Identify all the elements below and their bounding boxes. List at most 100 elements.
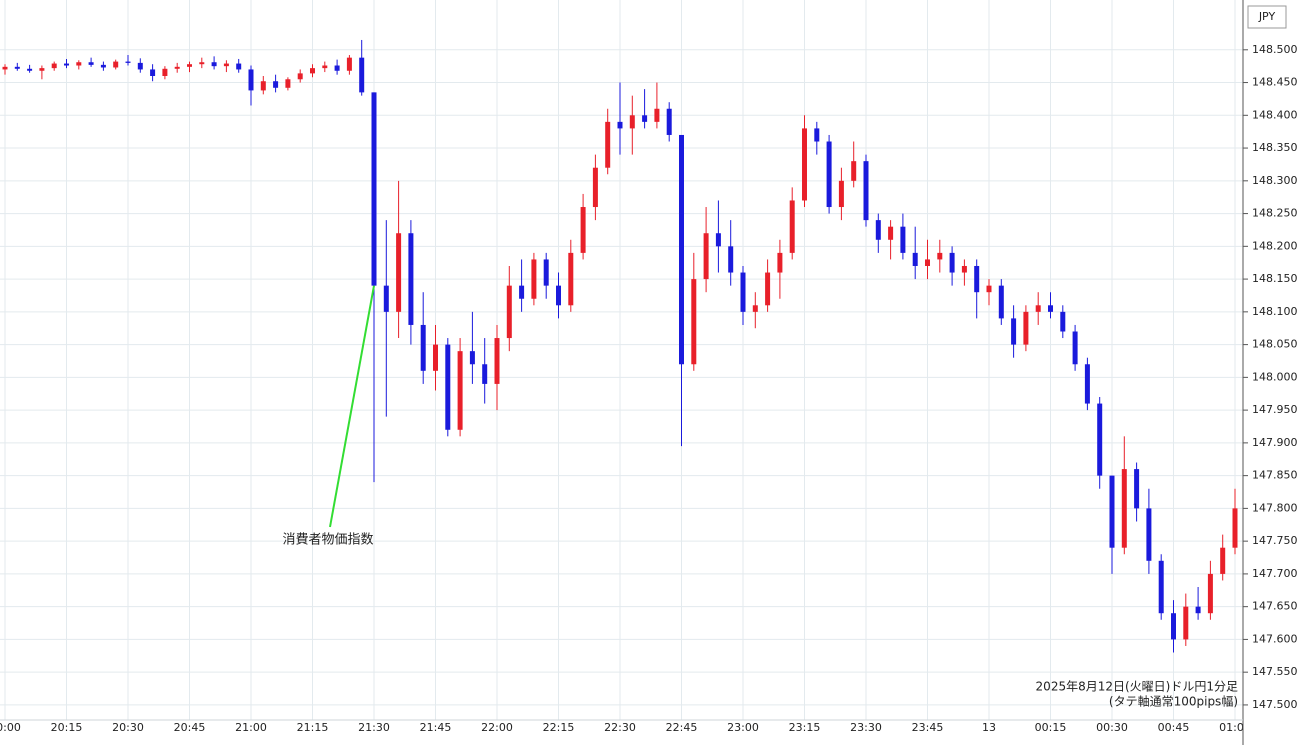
x-tick-label: 22:00 — [481, 721, 513, 734]
candle-body — [408, 233, 414, 325]
y-tick-label: 148.200 — [1252, 239, 1298, 252]
candle-body — [802, 128, 807, 201]
candle-body — [1048, 305, 1053, 312]
x-tick-label: 23:45 — [912, 721, 944, 734]
candle-body — [420, 324, 426, 371]
candle-body — [691, 279, 697, 365]
candle-body — [297, 73, 303, 80]
currency-label: JPY — [1258, 10, 1276, 23]
candle-body — [2, 66, 8, 70]
y-tick-label: 148.350 — [1252, 141, 1298, 154]
y-tick-label: 148.050 — [1252, 338, 1298, 351]
candle-body — [605, 121, 611, 168]
candle-body — [482, 364, 488, 384]
y-tick-label: 147.650 — [1252, 600, 1298, 613]
candle-body — [457, 351, 463, 430]
candle-body — [1171, 613, 1176, 640]
annotation-label: 消費者物価指数 — [282, 533, 373, 548]
candle-body — [666, 108, 672, 135]
candle-body — [715, 233, 721, 247]
y-tick-label: 147.900 — [1252, 436, 1298, 449]
candle-body — [888, 226, 894, 240]
y-tick-label: 147.500 — [1252, 698, 1298, 711]
candle-body — [617, 121, 623, 129]
candle-body — [937, 252, 943, 260]
candle-body — [752, 305, 758, 312]
candle-body — [211, 62, 217, 67]
x-tick-label: 22:45 — [666, 721, 698, 734]
candle-body — [150, 69, 156, 76]
candle-body — [703, 233, 709, 280]
candle-body — [1035, 305, 1041, 312]
candle-body — [740, 272, 746, 312]
x-tick-label: 23:00 — [727, 721, 759, 734]
candle-body — [187, 64, 192, 67]
y-tick-label: 147.950 — [1252, 403, 1298, 416]
candle-body — [113, 61, 119, 68]
candle-body — [371, 92, 377, 286]
currency-box — [1247, 5, 1287, 29]
x-tick-label: 20:00 — [0, 721, 21, 734]
y-tick-label: 147.700 — [1252, 567, 1298, 580]
candle-body — [1109, 475, 1115, 548]
candle-body — [125, 61, 131, 63]
candle-body — [949, 252, 955, 273]
candle-body — [998, 285, 1004, 319]
x-tick-label: 21:00 — [235, 721, 267, 734]
y-tick-label: 147.850 — [1252, 469, 1298, 482]
x-tick-label: 20:15 — [51, 721, 83, 734]
x-tick-label: 22:15 — [543, 721, 575, 734]
candle-body — [396, 233, 402, 312]
candle-body — [236, 63, 242, 70]
y-tick-label: 148.300 — [1252, 174, 1298, 187]
x-tick-label: 23:15 — [789, 721, 821, 734]
candle-body — [912, 252, 918, 266]
candle-body — [494, 338, 500, 384]
y-tick-label: 147.550 — [1252, 665, 1298, 678]
candle-body — [273, 81, 279, 88]
candle-body — [556, 285, 561, 306]
candle-body — [248, 69, 254, 91]
candle-body — [728, 246, 734, 273]
candle-body — [531, 259, 537, 299]
candle-body — [334, 65, 340, 71]
candle-body — [100, 64, 106, 68]
candle-body — [1023, 311, 1029, 345]
y-tick-label: 148.500 — [1252, 43, 1298, 56]
x-tick-label: 23:30 — [850, 721, 882, 734]
x-tick-label: 21:15 — [297, 721, 329, 734]
candle-body — [1158, 560, 1164, 614]
y-tick-label: 147.600 — [1252, 632, 1298, 645]
candle-body — [851, 161, 857, 181]
candle-body — [580, 207, 586, 253]
x-tick-label: 20:45 — [174, 721, 206, 734]
plot-area: 20:00 20:15 20:30 20:45 21:00 21:15 21:30 21:45… — [0, 0, 1243, 734]
candle-body — [506, 285, 512, 339]
candle-body — [642, 115, 648, 122]
y-tick-label: 147.750 — [1252, 534, 1298, 547]
caption: 2025年8月12日(火曜日)ドル円1分足 — [1036, 680, 1238, 694]
candle-body — [1084, 364, 1090, 404]
y-axis: 147.500 147.550 147.600 147.650 147.700 147.7… — [1243, 43, 1298, 711]
x-tick-label: 00:15 — [1035, 721, 1067, 734]
candle-body — [875, 220, 881, 240]
candle-body — [900, 226, 906, 253]
candle-body — [863, 161, 869, 221]
candle-body — [974, 265, 980, 293]
candle-body — [1220, 547, 1226, 574]
candle-body — [137, 62, 143, 70]
candle-body — [961, 265, 967, 273]
candle-body — [1134, 469, 1140, 509]
candle-body — [826, 141, 832, 208]
candle-body — [260, 81, 266, 91]
candle-body — [1011, 318, 1017, 345]
candle-body — [223, 63, 229, 67]
candle-body — [543, 259, 549, 286]
y-tick-label: 148.150 — [1252, 272, 1298, 285]
candle-body — [1097, 403, 1103, 476]
candle-body — [1146, 508, 1152, 561]
candle-body — [27, 68, 33, 71]
candle-body — [64, 63, 69, 66]
